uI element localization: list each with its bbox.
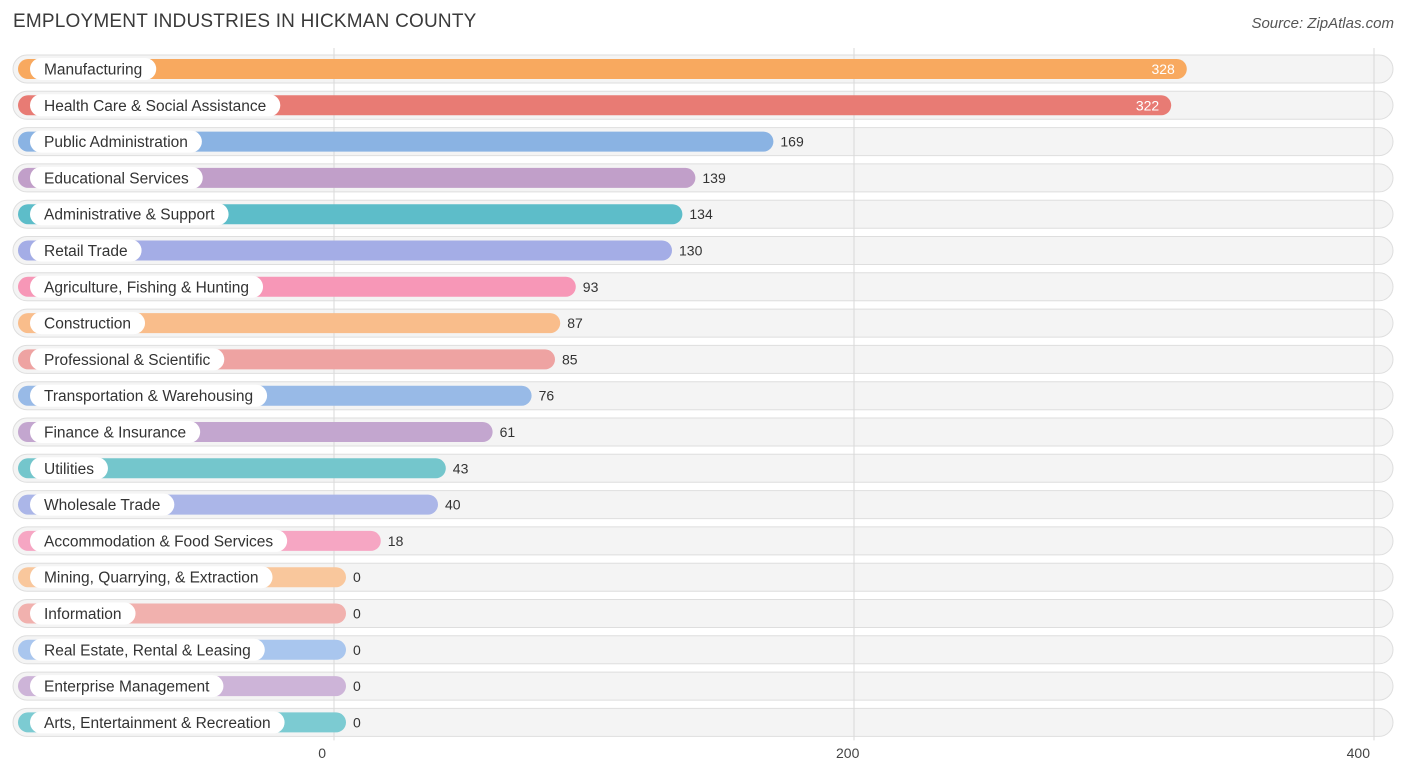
bar-row: Real Estate, Rental & Leasing 0 — [18, 638, 361, 661]
value-label: 43 — [453, 460, 469, 476]
category-label-pill — [30, 130, 202, 153]
category-label-pill — [30, 384, 268, 407]
category-label: Enterprise Management — [44, 679, 210, 696]
bar-row: Information 0 — [18, 602, 361, 625]
category-label-pill — [30, 203, 229, 226]
bar-row: Enterprise Management 0 — [18, 675, 361, 698]
row-background — [12, 707, 1394, 737]
category-label: Agriculture, Fishing & Hunting — [44, 279, 249, 296]
bar-row: Health Care & Social Assistance 322 — [18, 94, 1172, 117]
bar-row: Manufacturing 328 — [18, 58, 1187, 80]
value-label: 85 — [562, 351, 578, 367]
category-label: Educational Services — [44, 170, 189, 187]
category-label-pill — [30, 602, 136, 625]
category-label: Finance & Insurance — [44, 425, 186, 442]
category-label: Transportation & Warehousing — [44, 388, 253, 405]
value-label: 322 — [1136, 97, 1160, 113]
chart-title: EMPLOYMENT INDUSTRIES IN HICKMAN COUNTY — [13, 11, 477, 32]
category-label-pill — [30, 239, 142, 262]
category-label: Wholesale Trade — [44, 497, 160, 514]
bar-row: Mining, Quarrying, & Extraction 0 — [18, 566, 361, 589]
value-label: 0 — [353, 642, 361, 658]
bar — [18, 313, 561, 334]
bar-row: Arts, Entertainment & Recreation 0 — [18, 711, 361, 734]
bar-row: Wholesale Trade 40 — [18, 493, 461, 516]
bar — [18, 240, 672, 261]
row-background — [12, 562, 1394, 592]
category-label: Information — [44, 606, 122, 623]
category-label: Mining, Quarrying, & Extraction — [44, 570, 259, 587]
category-label-pill — [30, 529, 288, 552]
bar-row: Accommodation & Food Services 18 — [18, 529, 404, 552]
category-label: Manufacturing — [44, 62, 142, 79]
value-label: 87 — [567, 315, 583, 331]
value-label: 139 — [702, 170, 726, 186]
value-label: 0 — [353, 606, 361, 622]
category-label-pill — [30, 711, 285, 734]
bar-row: Transportation & Warehousing 76 — [18, 384, 555, 407]
value-label: 93 — [583, 279, 599, 295]
value-label: 0 — [353, 678, 361, 694]
value-label: 328 — [1151, 61, 1175, 77]
value-label: 134 — [689, 206, 713, 222]
category-label-pill — [30, 348, 225, 371]
value-label: 40 — [445, 497, 461, 513]
category-label: Arts, Entertainment & Recreation — [44, 715, 271, 732]
category-label-pill — [30, 58, 157, 80]
category-label-pill — [30, 675, 224, 698]
row-background — [12, 671, 1394, 701]
category-label-pill — [30, 94, 281, 117]
bar-row: Professional & Scientific 85 — [18, 348, 578, 371]
category-label: Utilities — [44, 461, 94, 478]
bar-row: Educational Services 139 — [18, 166, 726, 189]
category-label: Administrative & Support — [44, 207, 215, 224]
bar — [18, 131, 774, 152]
bar-row: Construction 87 — [18, 312, 583, 335]
bar-row: Agriculture, Fishing & Hunting 93 — [18, 275, 599, 298]
value-label: 76 — [539, 388, 555, 404]
category-label: Public Administration — [44, 134, 188, 151]
source-label: Source: ZipAtlas.com — [1251, 15, 1394, 32]
category-label-pill — [30, 275, 264, 298]
category-label: Construction — [44, 316, 131, 333]
bar-row: Public Administration 169 — [18, 130, 804, 153]
x-tick-label: 0 — [318, 745, 326, 761]
value-label: 18 — [388, 533, 404, 549]
bar — [18, 95, 1172, 116]
bar-row: Utilities 43 — [18, 457, 469, 480]
category-label-pill — [30, 312, 146, 335]
category-label-pill — [30, 638, 265, 661]
bar-row: Administrative & Support 134 — [18, 203, 713, 226]
category-label-pill — [30, 457, 108, 480]
category-label: Professional & Scientific — [44, 352, 211, 369]
category-label-pill — [30, 421, 201, 443]
category-label-pill — [30, 493, 175, 516]
bar-row: Finance & Insurance 61 — [18, 421, 515, 443]
category-label-pill — [30, 166, 203, 189]
value-label: 0 — [353, 714, 361, 730]
row-background — [12, 599, 1394, 628]
x-tick-label: 400 — [1347, 745, 1371, 761]
category-label: Accommodation & Food Services — [44, 533, 273, 550]
bars: Manufacturing 328 Health Care & Social Ass… — [18, 58, 1187, 734]
category-label: Health Care & Social Assistance — [44, 98, 266, 115]
category-label: Retail Trade — [44, 243, 128, 260]
value-label: 61 — [500, 424, 516, 440]
x-tick-label: 200 — [836, 745, 860, 761]
bar — [18, 59, 1187, 79]
x-axis-ticks: 0 200 400 — [318, 745, 1370, 761]
row-background — [12, 635, 1394, 665]
category-label: Real Estate, Rental & Leasing — [44, 642, 251, 659]
value-label: 130 — [679, 243, 703, 259]
bar-row: Retail Trade 130 — [18, 239, 703, 262]
bar — [18, 458, 446, 479]
value-label: 169 — [780, 134, 804, 150]
category-label-pill — [30, 566, 273, 589]
value-label: 0 — [353, 569, 361, 585]
